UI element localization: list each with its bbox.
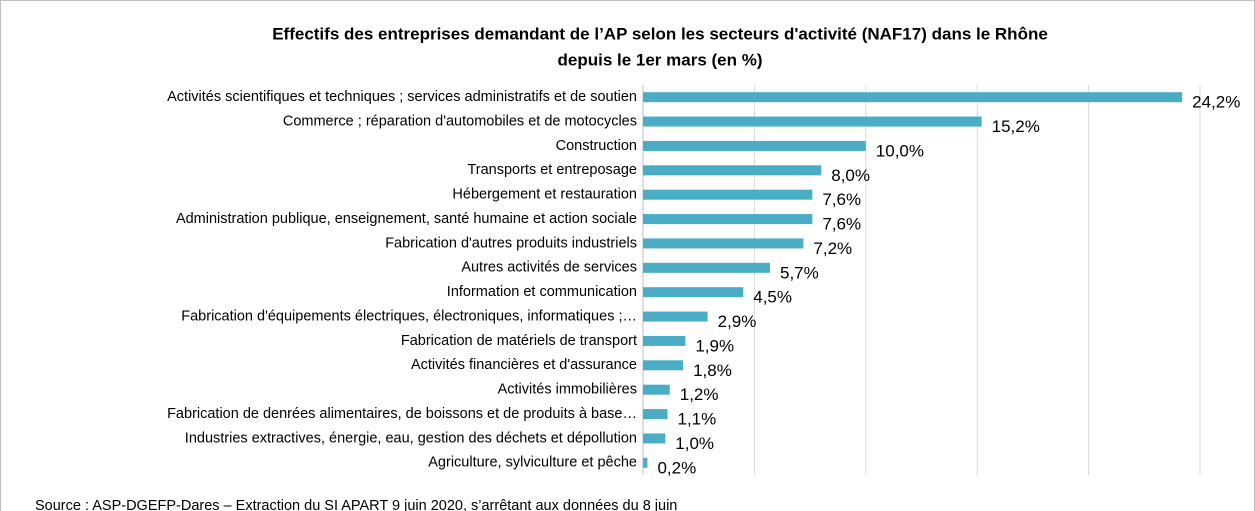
y-tick-label: Activités scientifiques et techniques ; … (167, 89, 637, 105)
bar (643, 116, 982, 127)
data-label: 1,1% (678, 410, 717, 429)
data-label: 24,2% (1192, 93, 1240, 112)
y-tick-label: Activités financières et d'assurance (411, 357, 637, 373)
bar (643, 189, 813, 200)
bar (643, 262, 770, 273)
bar (643, 433, 666, 444)
y-tick-label: Administration publique, enseignement, s… (176, 211, 637, 227)
y-tick-label: Autres activités de services (461, 260, 637, 276)
y-tick-label: Fabrication de matériels de transport (401, 333, 637, 349)
y-tick-label: Transports et entreposage (467, 162, 637, 178)
y-tick-label: Construction (556, 138, 637, 154)
data-label: 4,5% (753, 288, 792, 307)
source-note: Source : ASP-DGEFP-Dares – Extraction du… (35, 498, 677, 511)
bar (643, 92, 1183, 103)
data-label: 7,2% (813, 239, 852, 258)
bar (643, 311, 708, 322)
bar (643, 409, 668, 420)
data-label: 1,2% (680, 385, 719, 404)
data-label: 15,2% (992, 117, 1040, 136)
data-label: 7,6% (822, 215, 861, 234)
bar (643, 335, 686, 346)
y-tick-label: Hébergement et restauration (452, 187, 637, 203)
data-label: 7,6% (822, 190, 861, 209)
chart-title: Effectifs des entreprises demandant de l… (272, 24, 1048, 43)
bar (643, 140, 866, 151)
y-tick-label: Fabrication d'autres produits industriel… (385, 235, 637, 251)
y-tick-label: Fabrication d'équipements électriques, é… (181, 308, 637, 324)
bar (643, 457, 648, 468)
data-label: 8,0% (831, 166, 870, 185)
y-tick-label: Agriculture, sylviculture et pêche (428, 455, 637, 471)
y-tick-label: Industries extractives, énergie, eau, ge… (185, 430, 637, 446)
data-label: 2,9% (718, 312, 757, 331)
y-tick-label: Fabrication de denrées alimentaires, de … (167, 406, 637, 422)
bar (643, 238, 804, 249)
y-tick-label: Activités immobilières (498, 382, 637, 398)
y-tick-label: Commerce ; réparation d'automobiles et d… (283, 113, 637, 129)
data-label: 0,2% (657, 458, 696, 477)
bar (643, 214, 813, 225)
data-label: 5,7% (780, 263, 819, 282)
data-label: 10,0% (876, 141, 924, 160)
data-label: 1,8% (693, 361, 732, 380)
data-label: 1,9% (695, 336, 734, 355)
bar (643, 287, 744, 298)
bar (643, 360, 684, 371)
y-tick-label: Information et communication (447, 284, 637, 300)
bar (643, 384, 670, 395)
chart-title: depuis le 1er mars (en %) (557, 50, 762, 69)
bar (643, 165, 822, 176)
data-label: 1,0% (675, 434, 714, 453)
